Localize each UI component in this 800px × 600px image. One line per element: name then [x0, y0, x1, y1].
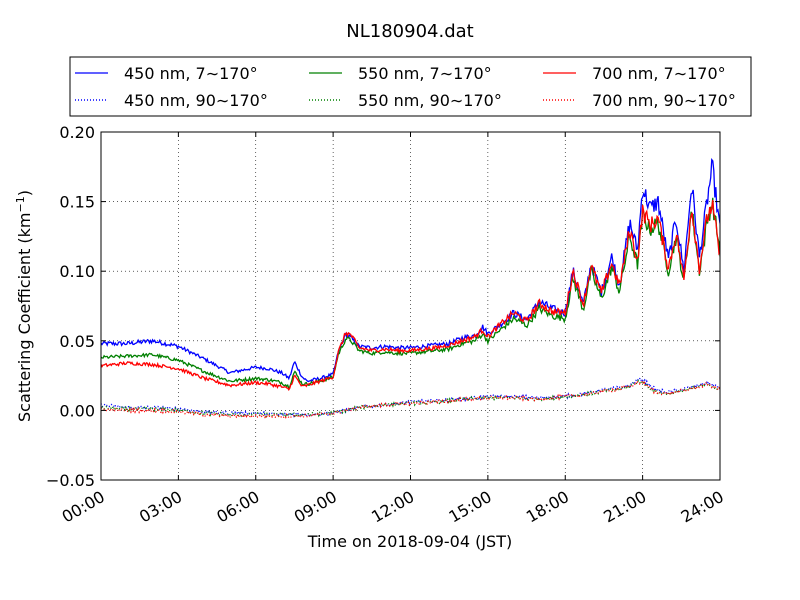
- legend-label: 700 nm, 90∼170°: [592, 91, 736, 110]
- x-tick-label: 06:00: [213, 487, 262, 527]
- y-tick-label: 0.05: [59, 332, 95, 351]
- legend-label: 550 nm, 7∼170°: [358, 64, 492, 83]
- x-tick-label: 21:00: [600, 487, 649, 527]
- legend: 450 nm, 7∼170° 550 nm, 7∼170° 700 nm, 7∼17…: [69, 56, 752, 117]
- series-line-0: [101, 157, 720, 383]
- legend-label: 450 nm, 7∼170°: [124, 64, 258, 83]
- y-axis-label-close: ): [15, 190, 34, 196]
- x-tick-label: 09:00: [291, 487, 340, 527]
- y-tick-label: 0.00: [59, 401, 95, 420]
- y-tick-label: 0.15: [59, 193, 95, 212]
- legend-box: [69, 56, 752, 117]
- ticks: [100, 131, 721, 481]
- x-tick-label: 12:00: [368, 487, 417, 527]
- x-tick-label: 03:00: [136, 487, 185, 527]
- x-tick-label: 15:00: [445, 487, 494, 527]
- y-tick-label: 0.20: [59, 123, 95, 142]
- series-line-2: [101, 199, 720, 391]
- y-axis-label: Scattering Coefficient (km−1): [14, 190, 34, 422]
- x-tick-label: 00:00: [59, 487, 108, 527]
- legend-label: 450 nm, 90∼170°: [124, 91, 268, 110]
- x-axis-label: Time on 2018-09-04 (JST): [307, 532, 512, 551]
- y-axis-label-exponent: −1: [14, 196, 27, 212]
- y-tick-label: 0.10: [59, 262, 95, 281]
- y-axis-label-main: Scattering Coefficient (km: [15, 212, 34, 422]
- x-tick-label: 24:00: [678, 487, 727, 527]
- series-layer: [101, 157, 720, 419]
- y-tick-label: −0.05: [46, 471, 95, 490]
- x-tick-label: 18:00: [523, 487, 572, 527]
- plot-area-background: [101, 132, 720, 480]
- series-line-3: [101, 377, 720, 418]
- legend-label: 700 nm, 7∼170°: [592, 64, 726, 83]
- legend-label: 550 nm, 90∼170°: [358, 91, 502, 110]
- chart-title: NL180904.dat: [346, 21, 473, 42]
